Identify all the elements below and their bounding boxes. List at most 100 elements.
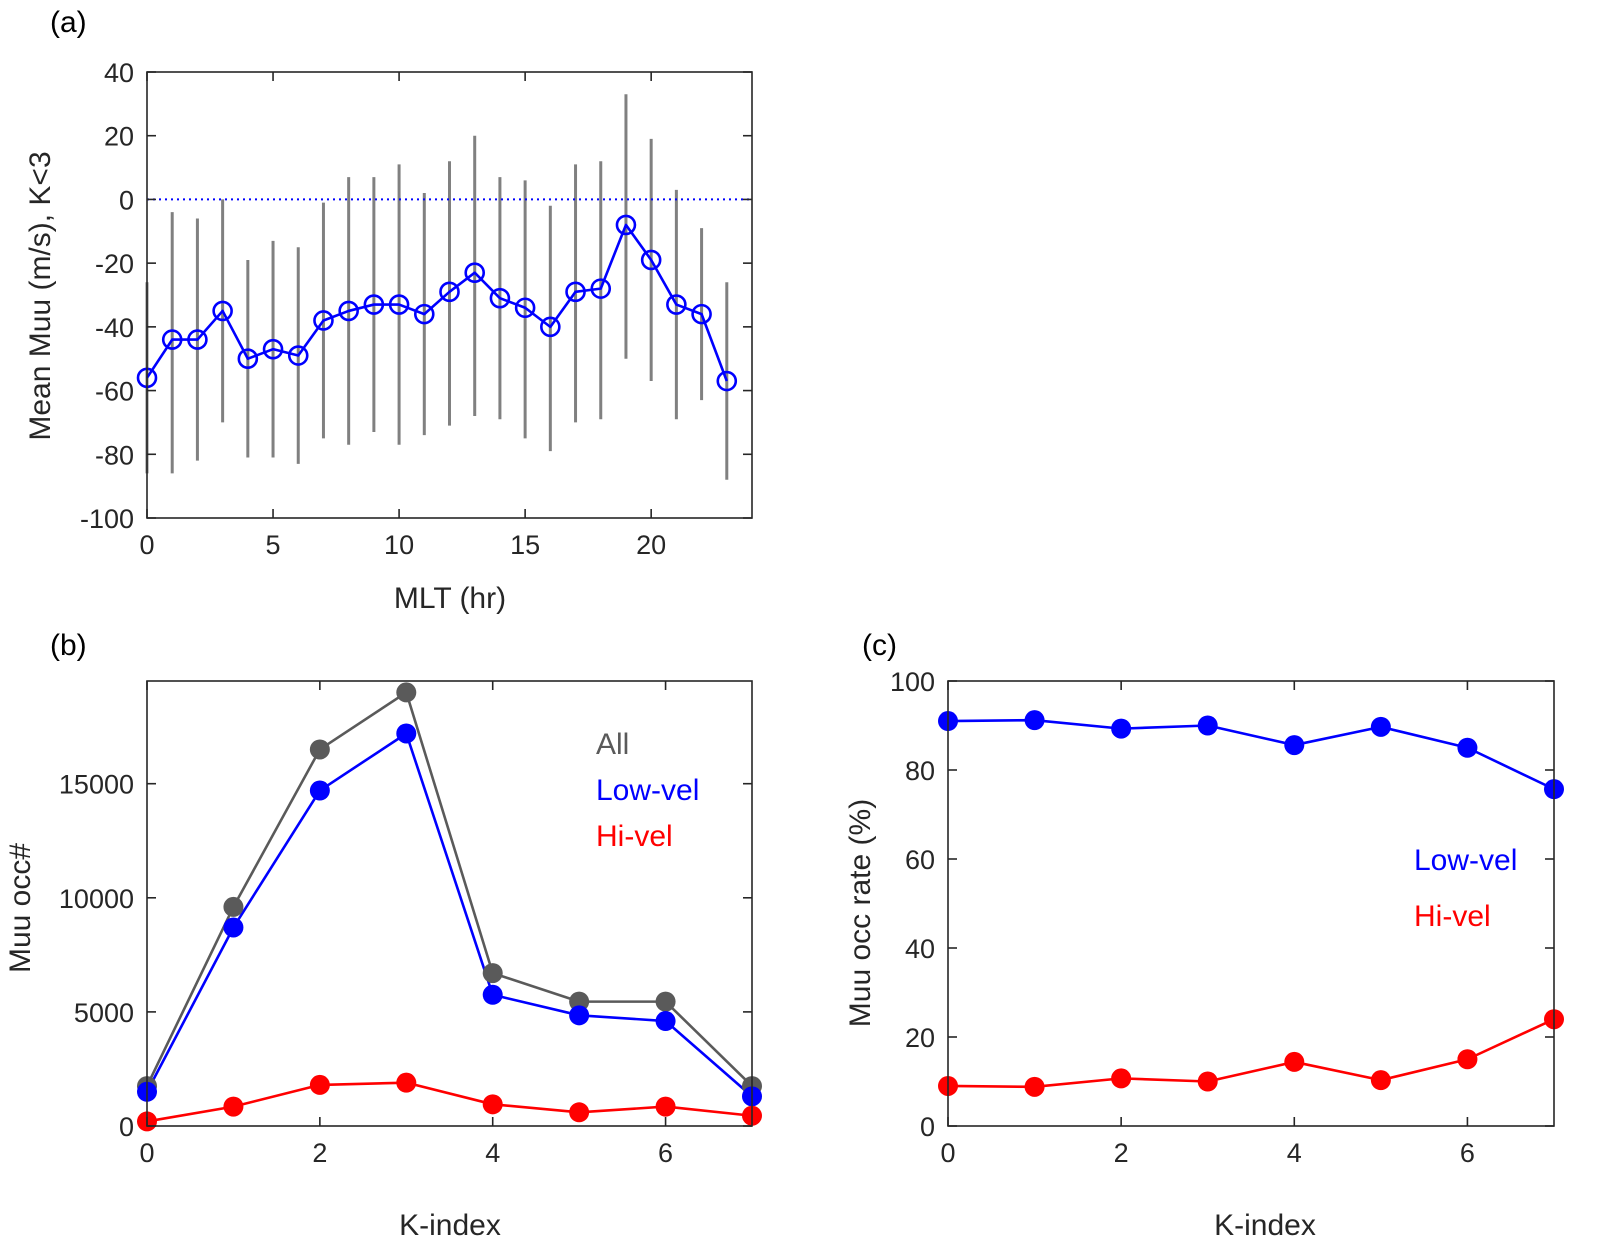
- y-tick-label: -100: [80, 504, 134, 534]
- x-tick-label: 6: [1460, 1138, 1475, 1168]
- y-tick-label: 5000: [74, 998, 134, 1028]
- panel-b-label: (b): [50, 629, 87, 662]
- axes-frame-a: [146, 71, 753, 519]
- y-tick-label: 100: [890, 667, 935, 697]
- y-tick-label: 20: [104, 122, 134, 152]
- series-line-hi-vel: [146, 1081, 753, 1123]
- y-tick-label: -80: [95, 440, 134, 470]
- legend-entry-low-vel: Low-vel: [1414, 844, 1517, 877]
- data-point: [396, 682, 417, 703]
- data-point: [223, 1096, 244, 1117]
- x-tick-label: 0: [139, 1138, 154, 1168]
- data-point: [482, 984, 503, 1005]
- panel-a-label: (a): [50, 6, 87, 39]
- series-line-low-vel: [947, 718, 1555, 791]
- series-lines: [145, 223, 729, 382]
- data-point: [655, 1011, 676, 1032]
- y-tick-label: 15000: [59, 770, 134, 800]
- series-lines: [947, 718, 1555, 1089]
- data-point: [666, 294, 687, 315]
- series-line-low-vel: [145, 732, 753, 1098]
- x-tick-label: 5: [266, 530, 281, 560]
- data-point: [1197, 715, 1218, 736]
- x-tick-label: 2: [1114, 1138, 1129, 1168]
- data-point: [1457, 1049, 1478, 1070]
- data-point: [569, 1102, 590, 1123]
- data-point: [514, 297, 536, 319]
- y-tick-label: -20: [95, 249, 134, 279]
- data-point: [655, 991, 676, 1012]
- y-axis-label-a: Mean Muu (m/s), K<3: [24, 151, 57, 440]
- x-tick-label: 0: [139, 530, 154, 560]
- data-point: [309, 780, 330, 801]
- x-axis-label-c: K-index: [1214, 1209, 1316, 1239]
- data-point: [223, 896, 244, 917]
- x-tick-label: 4: [485, 1138, 500, 1168]
- data-point: [161, 329, 183, 350]
- data-point: [396, 1072, 417, 1093]
- data-point: [1457, 737, 1478, 758]
- data-point: [363, 294, 385, 315]
- data-point: [223, 917, 244, 938]
- legend-entry-hi-vel: Hi-vel: [596, 820, 673, 853]
- x-tick-label: 15: [510, 530, 540, 560]
- data-point: [716, 370, 738, 392]
- data-point: [212, 300, 233, 322]
- data-point: [1024, 1076, 1045, 1097]
- data-point: [464, 262, 486, 284]
- data-point: [388, 294, 410, 315]
- axes-frame-b: [146, 680, 753, 1127]
- y-tick-label: 20: [905, 1023, 935, 1053]
- y-tick-label: 60: [905, 845, 935, 875]
- x-tick-label: 2: [312, 1138, 327, 1168]
- data-point: [540, 316, 561, 338]
- data-point: [482, 963, 503, 984]
- y-tick-label: 0: [920, 1112, 935, 1142]
- x-tick-label: 6: [658, 1138, 673, 1168]
- data-points: [137, 682, 762, 1132]
- series-line-hi-vel: [947, 1018, 1555, 1089]
- legend-entry-all: All: [596, 728, 629, 761]
- x-tick-label: 0: [940, 1138, 955, 1168]
- x-tick-label: 20: [636, 530, 666, 560]
- data-point: [413, 303, 435, 325]
- data-point: [482, 1094, 503, 1115]
- error-bars: [145, 94, 729, 480]
- y-tick-label: 40: [104, 58, 134, 88]
- data-point: [655, 1096, 676, 1117]
- panel-b: (b) 0 2 4 6 0 5000 10000 15000 K-index Muu occ#…: [4, 629, 762, 1239]
- series-line-all: [145, 691, 753, 1087]
- legend-entry-hi-vel: Hi-vel: [1414, 900, 1491, 933]
- y-tick-label: 0: [119, 185, 134, 215]
- data-point: [313, 310, 334, 331]
- data-point: [1284, 1051, 1305, 1072]
- legend-entry-low-vel: Low-vel: [596, 774, 699, 807]
- data-points: [136, 214, 738, 392]
- data-point: [615, 214, 637, 236]
- ticks-b: 0 2 4 6 0 5000 10000 15000: [59, 681, 752, 1168]
- data-point: [1111, 718, 1132, 739]
- x-axis-label-b: K-index: [399, 1209, 501, 1239]
- data-point: [590, 278, 612, 299]
- data-point: [287, 345, 309, 366]
- data-point: [1111, 1068, 1132, 1089]
- axes-frame-c: [947, 680, 1555, 1127]
- data-point: [640, 249, 662, 271]
- data-point: [1024, 710, 1045, 731]
- series-lines: [145, 691, 753, 1123]
- y-tick-label: -40: [95, 313, 134, 343]
- data-point: [1284, 735, 1305, 756]
- data-point: [569, 1005, 590, 1026]
- legend-b: All Low-vel Hi-vel: [596, 728, 699, 853]
- data-point: [309, 739, 330, 760]
- data-point: [338, 300, 359, 322]
- data-point: [489, 287, 511, 309]
- legend-c: Low-vel Hi-vel: [1414, 844, 1517, 933]
- y-tick-label: 40: [905, 934, 935, 964]
- data-point: [1197, 1071, 1218, 1092]
- data-point: [1370, 1070, 1391, 1091]
- data-point: [691, 303, 712, 325]
